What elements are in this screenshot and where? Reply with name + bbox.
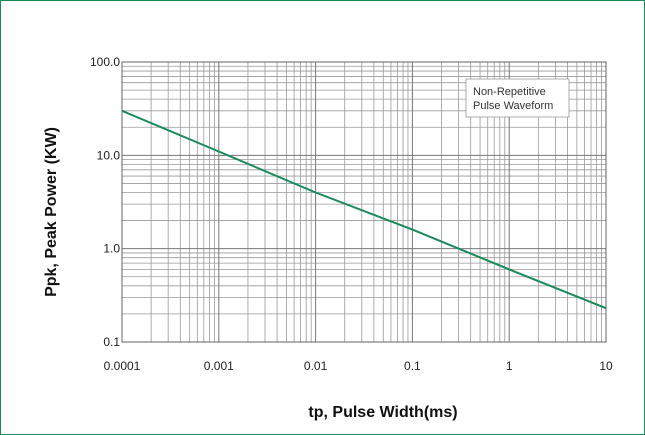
y-tick-labels: 0.1 1.0 10.0 100.0 (90, 55, 120, 349)
x-tick-labels: 0.0001 0.001 0.01 0.1 1 10 (104, 359, 613, 373)
y-axis-title: Ppk, Peak Power (KW) (43, 127, 60, 297)
x-tick-label: 0.01 (304, 359, 328, 373)
annotation-background (465, 78, 570, 118)
x-tick-label: 10 (599, 359, 613, 373)
annotation-box: Non-Repetitive Pulse Waveform (465, 78, 570, 118)
grid-minor (122, 62, 606, 342)
y-tick-label: 1.0 (103, 242, 120, 256)
series-layer (121, 109, 607, 310)
y-tick-label: 10.0 (97, 148, 121, 162)
annotation-line-2: Pulse Waveform (473, 100, 553, 112)
plot-border (121, 61, 607, 343)
x-tick-label: 0.001 (204, 359, 234, 373)
x-tick-label: 1 (506, 359, 513, 373)
y-tick-label: 0.1 (103, 335, 120, 349)
series-line (121, 109, 607, 310)
x-tick-label: 0.1 (404, 359, 421, 373)
y-tick-label: 100.0 (90, 55, 120, 69)
annotation-line-1: Non-Repetitive (473, 86, 546, 98)
x-axis-title: tp, Pulse Width(ms) (308, 404, 457, 421)
x-tick-label: 0.0001 (104, 359, 141, 373)
